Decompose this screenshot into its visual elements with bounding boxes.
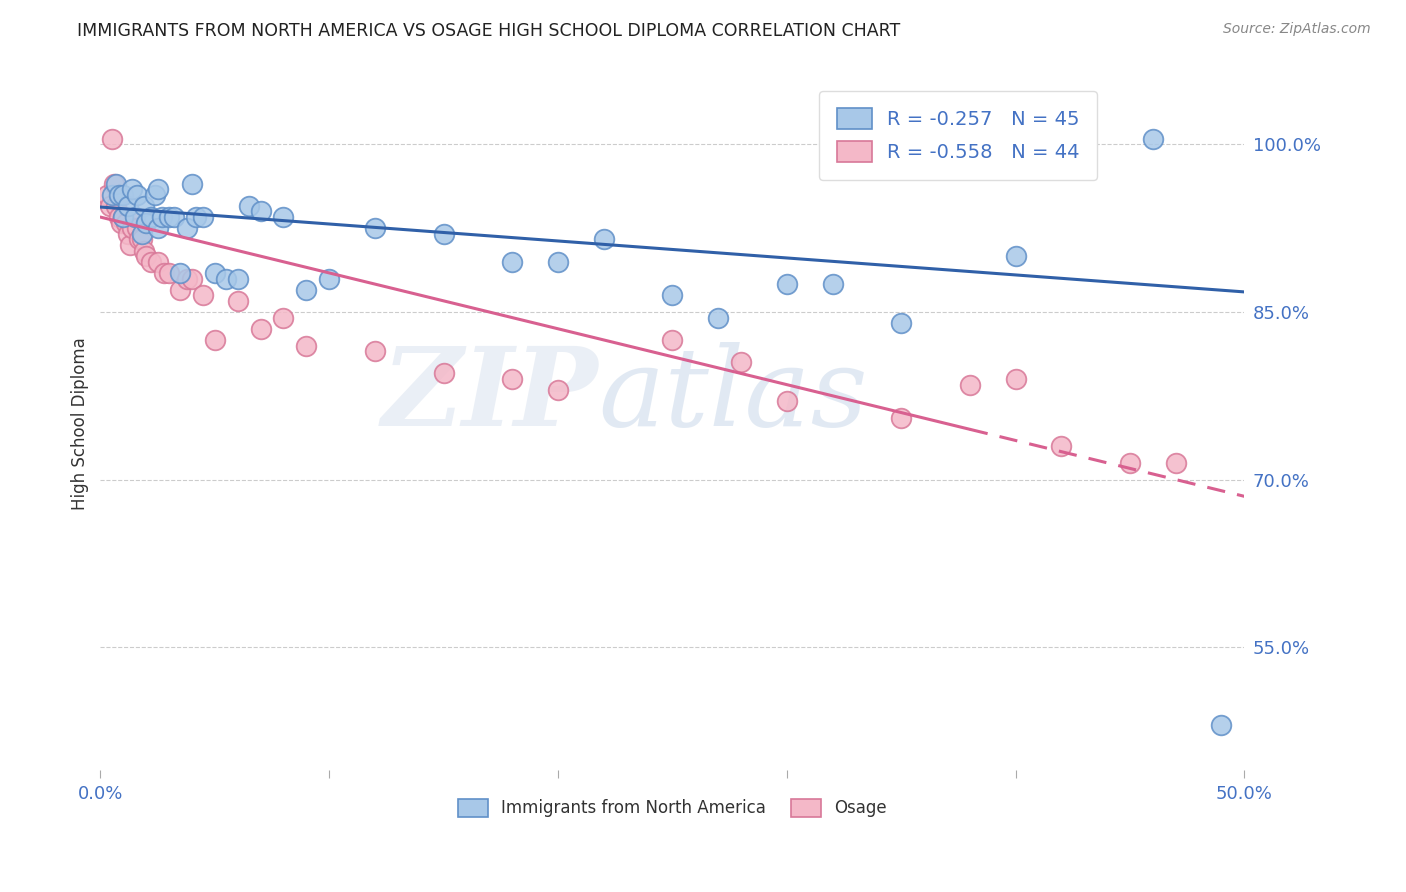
- Point: [1211, 718, 1233, 732]
- Point: [112, 210, 135, 224]
- Point: [1050, 439, 1073, 453]
- Point: [295, 338, 318, 352]
- Point: [249, 322, 271, 336]
- Point: [139, 254, 162, 268]
- Point: [96, 187, 118, 202]
- Point: [176, 271, 198, 285]
- Point: [707, 310, 730, 325]
- Point: [103, 177, 125, 191]
- Point: [153, 266, 176, 280]
- Point: [150, 210, 173, 224]
- Point: [162, 210, 184, 224]
- Point: [180, 271, 202, 285]
- Point: [432, 367, 454, 381]
- Point: [226, 271, 249, 285]
- Point: [125, 221, 148, 235]
- Point: [131, 227, 153, 241]
- Text: atlas: atlas: [598, 343, 868, 450]
- Point: [169, 283, 191, 297]
- Point: [501, 372, 523, 386]
- Point: [135, 216, 157, 230]
- Point: [124, 210, 146, 224]
- Point: [204, 333, 226, 347]
- Point: [1004, 372, 1026, 386]
- Point: [776, 277, 799, 291]
- Point: [547, 383, 569, 397]
- Point: [432, 227, 454, 241]
- Point: [215, 271, 238, 285]
- Point: [547, 254, 569, 268]
- Text: IMMIGRANTS FROM NORTH AMERICA VS OSAGE HIGH SCHOOL DIPLOMA CORRELATION CHART: IMMIGRANTS FROM NORTH AMERICA VS OSAGE H…: [77, 22, 901, 40]
- Point: [364, 221, 387, 235]
- Point: [776, 394, 799, 409]
- Point: [110, 216, 132, 230]
- Point: [661, 288, 683, 302]
- Point: [121, 182, 143, 196]
- Point: [117, 227, 139, 241]
- Legend: Immigrants from North America, Osage: Immigrants from North America, Osage: [451, 792, 894, 824]
- Point: [107, 210, 129, 224]
- Point: [117, 199, 139, 213]
- Point: [98, 199, 121, 213]
- Point: [112, 210, 135, 224]
- Point: [226, 293, 249, 308]
- Point: [186, 210, 208, 224]
- Point: [295, 283, 318, 297]
- Point: [364, 344, 387, 359]
- Point: [238, 199, 260, 213]
- Point: [959, 377, 981, 392]
- Point: [135, 249, 157, 263]
- Y-axis label: High School Diploma: High School Diploma: [72, 337, 89, 510]
- Point: [1164, 456, 1187, 470]
- Point: [101, 187, 124, 202]
- Point: [193, 210, 215, 224]
- Point: [890, 316, 912, 330]
- Point: [107, 187, 129, 202]
- Point: [318, 271, 340, 285]
- Text: ZIP: ZIP: [381, 343, 598, 450]
- Point: [501, 254, 523, 268]
- Point: [132, 199, 155, 213]
- Point: [169, 266, 191, 280]
- Point: [1142, 132, 1164, 146]
- Point: [105, 177, 128, 191]
- Point: [112, 187, 135, 202]
- Point: [193, 288, 215, 302]
- Point: [890, 411, 912, 425]
- Point: [121, 221, 143, 235]
- Point: [592, 232, 614, 246]
- Point: [125, 187, 148, 202]
- Point: [105, 199, 128, 213]
- Point: [132, 244, 155, 258]
- Point: [120, 238, 142, 252]
- Point: [128, 232, 150, 246]
- Point: [273, 210, 295, 224]
- Point: [730, 355, 752, 369]
- Point: [249, 204, 271, 219]
- Point: [131, 232, 153, 246]
- Point: [204, 266, 226, 280]
- Point: [143, 187, 166, 202]
- Point: [101, 132, 124, 146]
- Point: [821, 277, 844, 291]
- Point: [661, 333, 683, 347]
- Point: [157, 210, 180, 224]
- Point: [139, 210, 162, 224]
- Point: [146, 221, 169, 235]
- Point: [180, 177, 202, 191]
- Point: [1004, 249, 1026, 263]
- Point: [146, 254, 169, 268]
- Point: [1119, 456, 1142, 470]
- Point: [114, 216, 136, 230]
- Point: [146, 182, 169, 196]
- Text: Source: ZipAtlas.com: Source: ZipAtlas.com: [1223, 22, 1371, 37]
- Point: [176, 221, 198, 235]
- Point: [124, 210, 146, 224]
- Point: [273, 310, 295, 325]
- Point: [157, 266, 180, 280]
